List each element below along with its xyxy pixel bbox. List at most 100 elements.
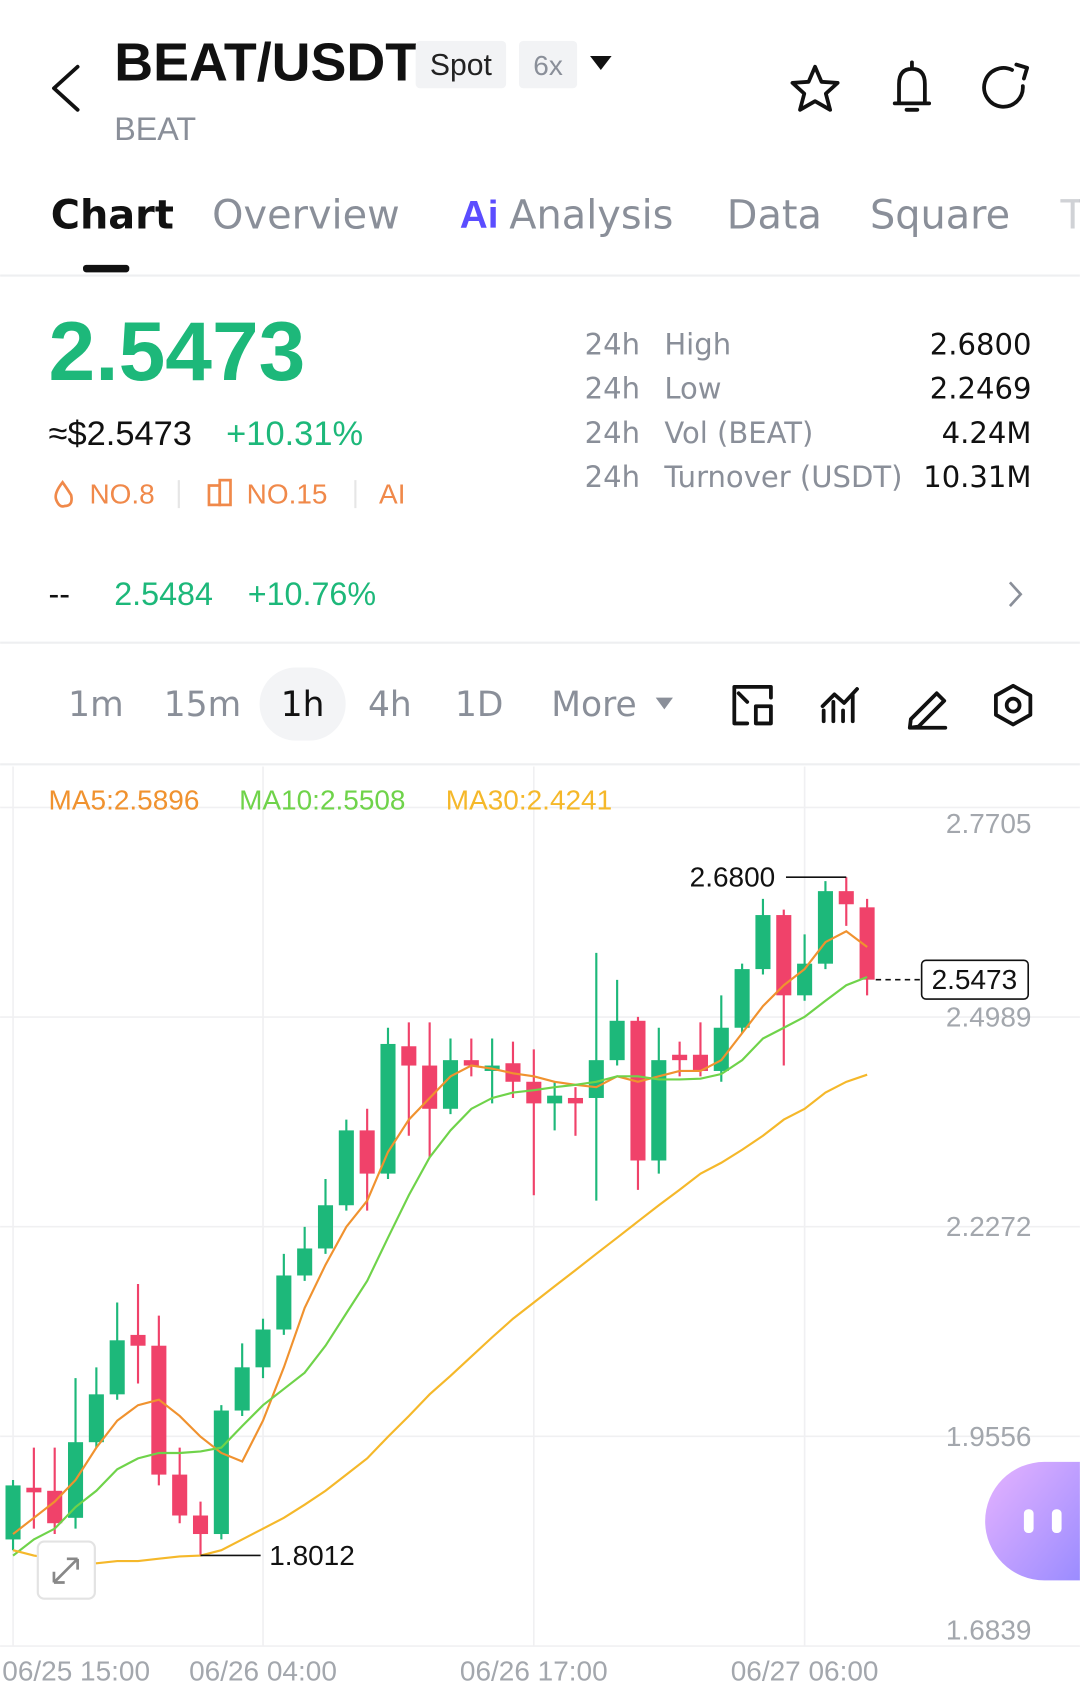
y-tick-label: 2.4989 [946,1002,1032,1033]
interval[interactable]: 1D [455,685,503,725]
chevron[interactable] [1008,581,1023,607]
legend-entry: MA30:2.4241 [446,784,612,815]
alt-change: +10.76% [248,576,376,612]
candle-body [5,1485,21,1540]
candle-body [713,1027,729,1071]
candle-body [567,1097,584,1104]
candle-body [338,1130,354,1206]
candle-body [359,1130,375,1174]
candle-body [317,1205,334,1249]
x-tick-label: 06/26 04:00 [189,1655,337,1686]
fullscreen-icon[interactable] [732,684,773,726]
back-button[interactable] [52,64,80,112]
usd-price: ≈$2.5473 [49,415,192,453]
tab[interactable]: Chart [51,192,174,238]
candle-body [692,1054,708,1071]
alt-price: 2.5484 [114,576,213,612]
tab-indicator [83,264,130,273]
candle-body [422,1065,438,1109]
tab[interactable]: Square [870,192,1010,238]
settings-icon[interactable] [1004,696,1022,714]
alert-icon[interactable] [892,60,932,112]
tag: Spot [430,49,493,82]
rank-icon [218,478,232,507]
ma-line [12,1073,868,1565]
candle-body [838,891,854,905]
stat-period: 24h [585,372,640,406]
candle-body [609,1020,625,1061]
ma-line [12,975,868,1557]
candle-body [755,915,771,970]
tag: 6x [533,50,563,81]
candle-body [297,1248,313,1276]
y-tick-label: 2.7705 [946,808,1032,839]
candle-body [26,1487,42,1493]
stat-value: 4.24M [942,416,1032,450]
stat-value: 10.31M [923,460,1031,494]
interval[interactable]: 1h [281,685,325,725]
x-tick-label: 06/25 15:00 [2,1655,150,1686]
draw-icon[interactable] [907,691,948,730]
rank-badge: NO.15 [247,479,328,510]
tag-bg [519,40,578,89]
assistant-icon [1023,1509,1034,1533]
candle-body [213,1410,229,1535]
stat-value: 2.6800 [930,327,1032,361]
candle-body [526,1081,542,1104]
candle-body [859,907,875,980]
ai-badge: Ai [460,194,499,237]
candle-body [463,1060,479,1066]
tab[interactable]: Overview [212,192,400,238]
legend-entry: MA5:2.5896 [49,784,200,815]
stat-value: 2.2469 [930,372,1032,406]
y-tick-label: 2.2272 [946,1211,1032,1242]
candle-body [776,915,792,996]
dropdown-arrow[interactable] [590,55,612,70]
candle-body [380,1043,396,1174]
candle-body [734,969,750,1028]
stats: 24h High 2.6800 24h Low 2.2469 24h Vol (BEAT) 4.… [585,327,1032,493]
candle-body [151,1345,167,1475]
tag-bg [415,40,507,89]
candle-body [255,1329,271,1368]
hot-icon [54,480,73,508]
change: +10.31% [226,415,363,453]
candle-body [234,1367,250,1411]
alt-label: -- [49,576,71,612]
y-tick-label: 1.6839 [946,1614,1032,1645]
interval[interactable]: More [551,685,636,725]
tab[interactable]: Analysis [509,192,673,238]
candle-body [130,1334,146,1346]
last-price: 2.5473 [49,304,306,398]
indicator-icon[interactable] [820,687,859,724]
stat-label: Turnover (USDT) [663,460,902,494]
stat-label: Vol (BEAT) [664,416,813,450]
favorite-icon[interactable] [790,64,840,112]
candle-body [88,1394,104,1443]
x-tick-label: 06/26 17:00 [460,1655,608,1686]
tab[interactable]: Data [727,192,822,238]
candle-body [630,1020,646,1161]
ai-badge[interactable]: AI [379,479,405,510]
last-price-box [920,959,1030,1000]
candle-body [547,1095,563,1104]
rank-badge: NO.8 [89,479,154,510]
candle-body [401,1046,417,1066]
stat-label: High [664,327,731,361]
pair-title: BEAT/USDT [114,32,418,92]
tab-fade [1049,156,1080,275]
interval[interactable]: 4h [368,685,412,725]
refresh-icon[interactable] [982,62,1030,109]
interval[interactable]: 15m [164,685,241,725]
candle-body [109,1340,125,1395]
candle-body [276,1275,292,1330]
dropdown-arrow[interactable] [655,697,673,710]
stat-period: 24h [585,327,640,361]
interval[interactable]: 1m [68,685,123,725]
expand-icon [52,1557,79,1584]
last-price-label: 2.5473 [932,964,1018,995]
settings-icon[interactable] [994,683,1033,727]
